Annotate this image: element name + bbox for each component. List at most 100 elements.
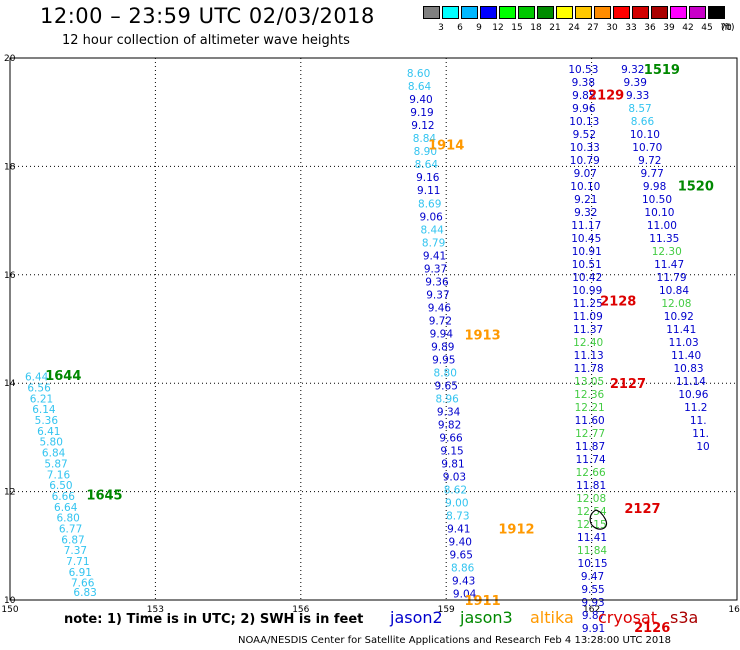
wave-height-value: 6.56 [27,383,51,395]
wave-height-value: 11.74 [576,454,606,466]
wave-height-value: 12.40 [573,337,603,349]
wave-height-value: 12.21 [575,402,605,414]
chart-subtitle: 12 hour collection of altimeter wave hei… [62,33,350,48]
wave-height-value: 11.41 [666,324,696,336]
wave-height-value: 8.62 [444,484,467,496]
wave-height-value: 9.91 [582,623,605,635]
legend-label: 9 [476,23,482,33]
legend-label: 30 [606,23,618,33]
wave-height-value: 9.16 [416,172,440,184]
wave-height-value: 11.41 [577,532,607,544]
wave-height-value: 9.85 [572,90,595,102]
legend-label: 45 [701,23,713,33]
wave-height-value: 11. [690,415,707,427]
wave-height-value: 9.72 [638,155,661,167]
wave-height-value: 9.07 [574,168,597,180]
wave-height-value: 6.66 [52,491,76,503]
wave-height-value: 10.96 [678,389,708,401]
wave-height-value: 11. [692,428,709,440]
wave-height-value: 8.84 [413,133,437,145]
legend-swatch [613,6,630,19]
wave-height-value: 11.79 [657,272,687,284]
legend-swatch [670,6,687,19]
legend-label: 3 [438,23,444,33]
satellite-name: altika [530,608,574,627]
satellite-name: jason2 [390,608,443,627]
footer-credit: NOAA/NESDIS Center for Satellite Applica… [238,635,671,646]
wave-height-value: 6.91 [69,567,92,579]
pass-label: 1912 [498,522,534,537]
wave-height-value: 9.89 [431,341,454,353]
legend-label: 15 [511,23,523,33]
wave-height-value: 5.36 [35,415,59,427]
wave-height-value: 6.44 [25,372,49,384]
wave-height-value: 12.77 [575,428,605,440]
wave-height-value: 9.40 [409,94,432,106]
wave-height-value: 11.14 [676,376,706,388]
y-tick-label: 10 [4,596,16,606]
wave-height-value: 10.53 [568,64,598,76]
pass-label: 2127 [624,502,660,517]
legend-swatch [594,6,611,19]
wave-height-value: 11.78 [574,363,604,375]
wave-height-value: 8.86 [451,562,475,574]
legend-unit: (ft) [721,23,735,33]
wave-height-value: 9.47 [581,571,604,583]
legend-label: 42 [682,23,694,33]
wave-height-value: 9.95 [432,354,455,366]
wave-height-value: 10.50 [642,194,672,206]
wave-height-value: 9.82 [438,419,461,431]
wave-height-value: 8.90 [414,146,437,158]
plot-frame [9,57,738,601]
wave-height-value: 8.60 [407,68,430,80]
wave-height-value: 9.94 [430,328,454,340]
wave-height-value: 9.06 [419,211,443,223]
wave-height-value: 10.10 [644,207,674,219]
wave-height-value: 9.96 [572,103,596,115]
wave-height-value: 6.77 [59,523,82,535]
pass-label: 1644 [45,369,81,384]
wave-height-value: 9.36 [425,276,449,288]
wave-height-value: 10.84 [659,285,689,297]
wave-height-value: 6.50 [49,480,72,492]
wave-height-value: 6.41 [37,426,60,438]
pass-label: 2127 [610,377,646,392]
wave-height-value: 9.32 [574,207,597,219]
legend-label: 6 [457,23,463,33]
wave-height-value: 9.33 [626,90,649,102]
wave-height-value: 8.57 [628,103,651,115]
wave-height-value: 8.66 [631,116,655,128]
wave-height-value: 10.13 [569,116,599,128]
wave-height-value: 9.38 [572,77,595,89]
wave-height-value: 11.37 [573,324,603,336]
legend-swatch [689,6,706,19]
wave-height-value: 9.77 [640,168,663,180]
wave-height-value: 7.16 [47,469,71,481]
wave-height-value: 9.41 [423,250,446,262]
wave-height-value: 9.37 [426,289,449,301]
satellite-name: s3a [670,608,699,627]
wave-height-value: 8.79 [422,237,445,249]
wave-height-value: 8.64 [408,81,432,93]
wave-height-value: 6.84 [42,448,66,460]
wave-height-value: 9.98 [643,181,666,193]
wave-height-value: 9.81 [441,458,464,470]
legend-label: 36 [644,23,656,33]
pass-label: 1645 [86,488,122,503]
x-tick-label: 165 [728,605,740,615]
legend-swatch [499,6,516,19]
legend-swatch [480,6,497,19]
wave-height-value: 12.30 [652,246,682,258]
wave-height-value: 11.03 [669,337,699,349]
wave-height-value: 8.44 [420,224,444,236]
legend-label: 24 [568,23,580,33]
wave-height-value: 11.00 [647,220,677,232]
wave-height-value: 10.79 [570,155,600,167]
wave-height-value: 8.69 [418,198,441,210]
wave-height-value: 10.70 [632,142,662,154]
wave-height-value: 9.46 [428,302,452,314]
wave-height-value: 11.2 [684,402,707,414]
wave-height-value: 9.11 [417,185,440,197]
wave-height-value: 12.08 [576,493,606,505]
